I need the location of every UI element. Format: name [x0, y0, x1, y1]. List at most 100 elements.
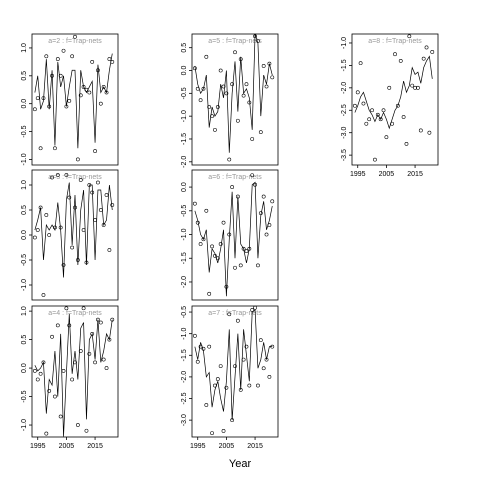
data-point: [87, 351, 92, 356]
data-point: [367, 117, 372, 122]
data-point: [84, 428, 89, 433]
x-tick-label: 2005: [59, 443, 75, 450]
panel-title: a=6 : f=Trap-nets: [208, 174, 262, 181]
data-point: [224, 385, 229, 390]
data-point: [67, 195, 72, 200]
y-tick-label: 1.0: [21, 43, 28, 53]
data-point: [204, 403, 209, 407]
y-tick-label: -3.5: [341, 149, 348, 161]
data-point: [370, 108, 374, 113]
y-tick-label: 1.0: [21, 180, 28, 190]
data-point: [93, 149, 97, 153]
data-point: [32, 107, 37, 112]
data-point: [75, 157, 80, 162]
data-point: [73, 34, 77, 39]
plot-frame: [191, 305, 279, 438]
data-point: [61, 369, 66, 373]
data-point: [393, 52, 397, 57]
data-point: [256, 263, 260, 268]
data-point: [70, 245, 75, 250]
data-point: [61, 48, 66, 53]
data-point: [227, 157, 232, 162]
data-point: [261, 194, 266, 199]
x-axis-label: Year: [229, 458, 252, 470]
data-point: [192, 333, 197, 338]
data-point: [107, 248, 112, 252]
y-tick-label: -3.0: [341, 127, 348, 139]
y-tick-label: -1.5: [181, 349, 188, 361]
y-tick-label: 0.0: [21, 363, 28, 373]
data-point: [207, 291, 212, 296]
data-point: [416, 85, 420, 90]
data-point: [381, 108, 386, 113]
data-point: [98, 208, 103, 212]
y-tick-label: -2.0: [181, 156, 188, 168]
x-tick-label: 1995: [350, 171, 366, 178]
data-point: [50, 334, 54, 339]
x-tick-label: 2005: [219, 443, 235, 450]
data-point: [198, 98, 203, 103]
data-point: [387, 85, 392, 90]
data-point: [44, 213, 49, 217]
data-point: [93, 360, 97, 365]
data-point: [75, 423, 80, 427]
fitted-line: [194, 181, 273, 297]
data-point: [195, 359, 200, 364]
data-point: [264, 84, 269, 89]
data-point: [204, 54, 209, 59]
y-tick-label: -2.5: [341, 104, 348, 116]
data-point: [418, 128, 423, 133]
y-tick-label: 0.0: [181, 182, 188, 192]
plot-frame: [31, 33, 119, 166]
panel-title: a=3 : f=Trap-nets: [48, 174, 102, 181]
panel-title: a=2 : f=Trap-nets: [48, 38, 102, 45]
fitted-line: [354, 55, 433, 130]
data-point: [47, 388, 52, 393]
data-point: [410, 83, 415, 88]
data-point: [38, 146, 43, 151]
y-tick-label: -1.5: [181, 133, 188, 145]
y-tick-label: -2.0: [341, 82, 348, 94]
data-point: [256, 383, 260, 388]
data-point: [221, 220, 226, 225]
data-point: [258, 338, 263, 343]
data-point: [47, 233, 52, 237]
x-tick-label: 1995: [30, 443, 46, 450]
y-tick-label: -3.0: [181, 414, 188, 426]
y-tick-label: -1.0: [181, 328, 188, 340]
data-point: [398, 59, 403, 63]
data-point: [210, 431, 214, 436]
x-tick-label: 1995: [190, 443, 206, 450]
data-point: [270, 75, 275, 80]
data-point: [218, 242, 223, 246]
y-tick-label: -0.5: [21, 254, 28, 266]
data-point: [264, 232, 269, 237]
data-point: [375, 112, 380, 117]
data-point: [35, 96, 40, 101]
data-point: [201, 237, 206, 242]
x-tick-label: 2005: [379, 171, 395, 178]
data-point: [230, 185, 235, 189]
data-point: [430, 50, 435, 54]
y-tick-label: -0.5: [21, 390, 28, 402]
data-point: [224, 284, 229, 289]
data-point: [35, 377, 40, 382]
data-point: [35, 228, 40, 232]
plot-frame: [191, 33, 279, 166]
data-point: [244, 249, 249, 254]
data-point: [67, 98, 72, 103]
data-point: [210, 244, 214, 249]
y-tick-label: -1.0: [21, 279, 28, 291]
data-point: [261, 366, 266, 371]
data-point: [401, 115, 406, 119]
data-point: [44, 54, 49, 59]
data-point: [238, 263, 243, 268]
data-point: [235, 318, 240, 323]
data-point: [373, 157, 377, 162]
data-point: [104, 366, 109, 370]
y-tick-label: -0.5: [21, 125, 28, 137]
data-point: [241, 93, 246, 98]
y-tick-label: -1.5: [341, 59, 348, 71]
data-point: [101, 85, 106, 89]
data-point: [101, 357, 106, 362]
